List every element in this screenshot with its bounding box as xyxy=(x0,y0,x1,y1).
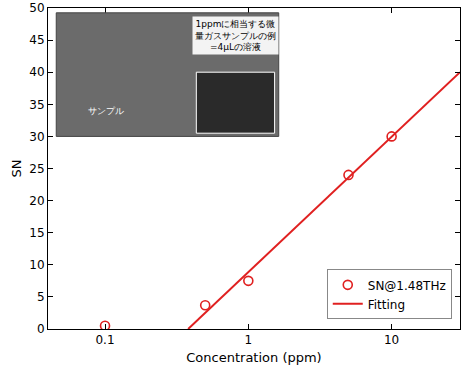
svg-text:1: 1 xyxy=(245,333,253,347)
svg-text:50: 50 xyxy=(29,1,44,15)
svg-text:1ppmに相当する微量ガスサンプルの例=4μLの溶液: 1ppmに相当する微量ガスサンプルの例=4μLの溶液 xyxy=(195,19,276,52)
svg-text:5: 5 xyxy=(37,290,45,304)
svg-text:40: 40 xyxy=(29,65,44,79)
svg-text:15: 15 xyxy=(29,226,44,240)
svg-text:SN@1.48THz: SN@1.48THz xyxy=(368,279,446,293)
svg-text:Fitting: Fitting xyxy=(368,298,405,312)
svg-text:10: 10 xyxy=(29,258,44,272)
svg-text:45: 45 xyxy=(29,33,44,47)
svg-text:35: 35 xyxy=(29,98,44,112)
svg-text:SN: SN xyxy=(9,160,24,178)
svg-text:サンプル: サンプル xyxy=(88,106,124,116)
svg-text:25: 25 xyxy=(29,162,44,176)
svg-text:Concentration (ppm): Concentration (ppm) xyxy=(186,350,321,365)
svg-text:10: 10 xyxy=(384,333,399,347)
svg-text:30: 30 xyxy=(29,130,44,144)
svg-text:0.1: 0.1 xyxy=(95,333,114,347)
svg-text:20: 20 xyxy=(29,194,44,208)
svg-text:0: 0 xyxy=(37,322,45,336)
